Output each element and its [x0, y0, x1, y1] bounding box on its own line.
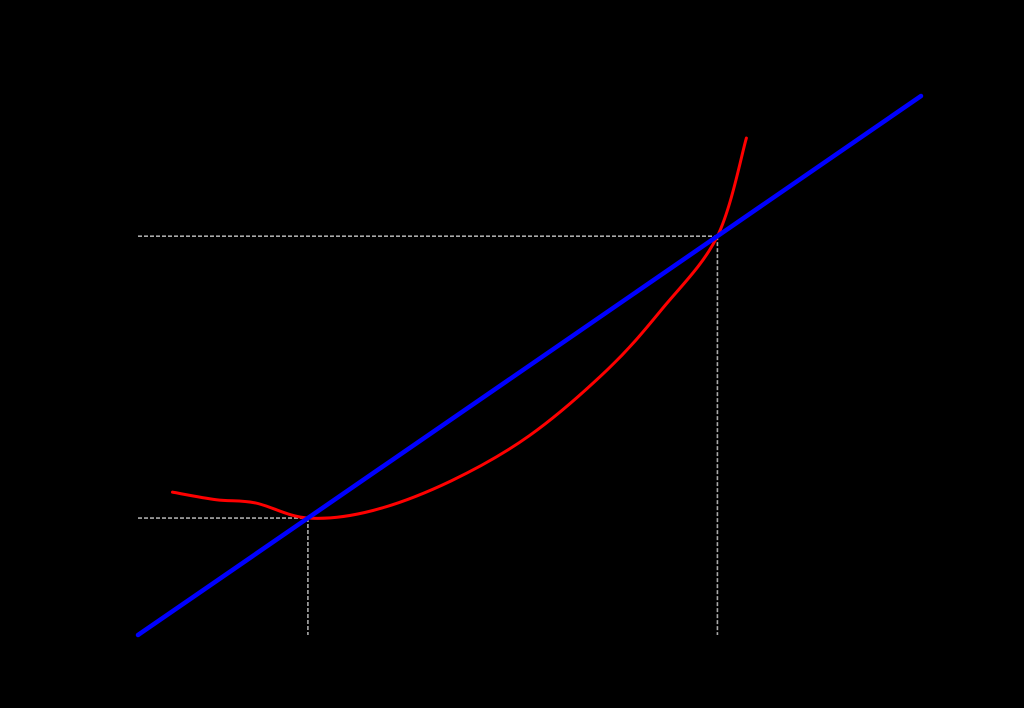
curve-series-line	[170, 136, 748, 520]
straight-series-line	[135, 93, 924, 638]
series-group	[135, 93, 924, 638]
reference-lines	[138, 235, 719, 635]
